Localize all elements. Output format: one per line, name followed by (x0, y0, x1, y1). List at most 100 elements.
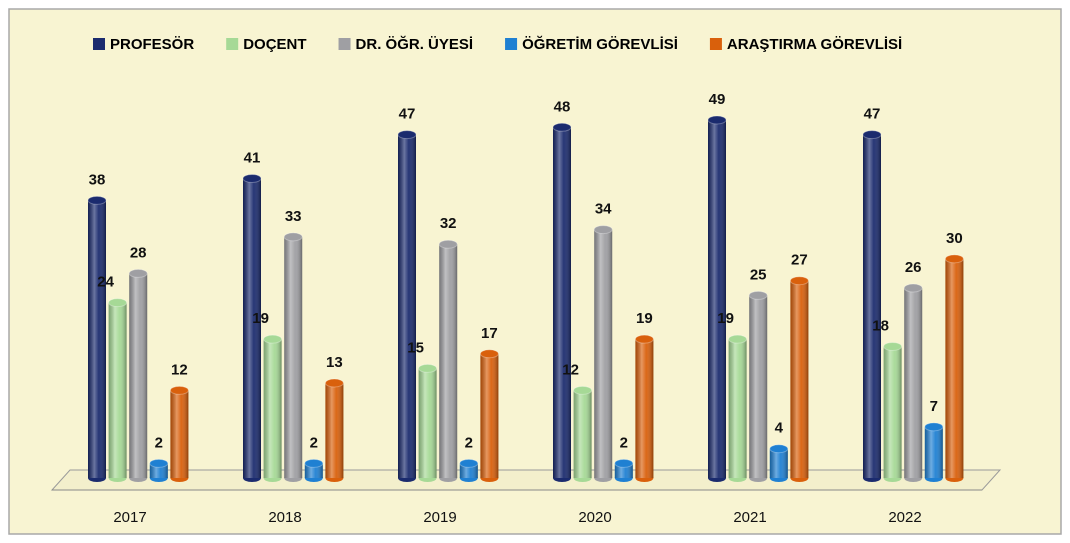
bar-cap (748, 290, 768, 300)
bar-shading (418, 368, 437, 478)
bar-shading (945, 258, 964, 478)
data-label: 47 (399, 106, 416, 123)
x-tick-label: 2019 (423, 509, 456, 526)
legend-label: DR. ÖĞR. ÜYESİ (356, 35, 474, 53)
data-label: 32 (440, 215, 457, 232)
data-label: 19 (252, 310, 269, 327)
data-label: 41 (244, 149, 261, 166)
bar-shading (769, 448, 788, 478)
data-label: 38 (89, 171, 106, 188)
data-label: 19 (717, 310, 734, 327)
bar-cap (108, 298, 128, 308)
bar-cap (552, 122, 572, 132)
data-label: 2 (155, 434, 163, 451)
data-label: 26 (905, 259, 922, 276)
data-label: 2 (620, 434, 628, 451)
bar-cap (304, 458, 324, 468)
data-label: 12 (562, 361, 579, 378)
bar-shading (790, 280, 809, 478)
data-label: 4 (775, 420, 784, 437)
x-tick-label: 2017 (113, 509, 146, 526)
data-label: 13 (326, 354, 343, 371)
bar-shading (883, 346, 902, 478)
bar-shading (459, 463, 478, 478)
bar-cap (924, 422, 944, 432)
data-label: 33 (285, 208, 302, 225)
legend-swatch (93, 38, 105, 50)
bar-shading (170, 390, 189, 478)
bar-shading (924, 426, 943, 478)
bar-shading (398, 134, 416, 478)
x-tick-label: 2018 (268, 509, 301, 526)
data-label: 2 (310, 434, 318, 451)
data-label: 18 (872, 317, 889, 334)
bar-shading (573, 390, 592, 478)
bar-shading (614, 463, 633, 478)
bar-cap (883, 341, 903, 351)
bar-shading (129, 273, 148, 478)
bar-cap (438, 239, 458, 249)
data-label: 15 (407, 339, 424, 356)
bar-cap (459, 458, 479, 468)
data-label: 17 (481, 325, 498, 342)
bar-cap (397, 130, 417, 140)
data-label: 12 (171, 361, 188, 378)
data-label: 27 (791, 252, 808, 269)
data-label: 7 (930, 398, 938, 415)
bar-shading (439, 244, 458, 478)
bar-shading (149, 463, 168, 478)
bar-cap (769, 444, 789, 454)
legend-label: PROFESÖR (110, 36, 194, 53)
bar-shading (480, 353, 499, 478)
bar-cap (614, 458, 634, 468)
data-label: 24 (97, 274, 114, 291)
bar-cap (479, 349, 499, 359)
bar-cap (707, 115, 727, 125)
data-label: 47 (864, 106, 881, 123)
bar-shading (284, 236, 303, 478)
bar-shading (553, 127, 571, 478)
data-label: 28 (130, 244, 147, 261)
bar-shading (88, 200, 106, 478)
bar-cap (634, 334, 654, 344)
bar-cap (789, 276, 809, 286)
bar-cap (573, 385, 593, 395)
bar-shading (263, 339, 282, 478)
bar-shading (863, 134, 881, 478)
legend-swatch (338, 38, 351, 50)
bar-cap (242, 173, 262, 183)
bar-cap (593, 225, 613, 235)
bar-shading (243, 178, 261, 478)
bar-cap (169, 385, 189, 395)
bar-cap (324, 378, 344, 388)
legend-label: ÖĞRETİM GÖREVLİSİ (522, 35, 678, 53)
legend-label: ARAŞTIRMA GÖREVLİSİ (727, 36, 902, 53)
data-label: 25 (750, 266, 767, 283)
bar-cap (944, 254, 964, 264)
bar-shading (108, 302, 127, 478)
data-label: 30 (946, 230, 963, 247)
bar-shading (728, 339, 747, 478)
bar-cap (903, 283, 923, 293)
plot-background (8, 8, 1062, 535)
bar-shading (325, 383, 344, 478)
data-label: 48 (554, 98, 571, 115)
bar-cap (263, 334, 283, 344)
bar-cap (128, 268, 148, 278)
bar-cap (87, 195, 107, 205)
bar-cap (418, 363, 438, 373)
bar-cap (149, 458, 169, 468)
bar-shading (904, 288, 923, 478)
data-label: 19 (636, 310, 653, 327)
legend-swatch (505, 38, 518, 50)
bar-shading (594, 229, 613, 478)
legend-label: DOÇENT (243, 36, 306, 53)
bar-shading (708, 120, 726, 478)
bar-shading (635, 339, 654, 478)
legend-swatch (709, 38, 722, 50)
data-label: 49 (709, 91, 726, 108)
bar-cap (862, 130, 882, 140)
floor (50, 469, 1002, 491)
x-tick-label: 2021 (733, 509, 766, 526)
data-label: 34 (595, 201, 612, 218)
